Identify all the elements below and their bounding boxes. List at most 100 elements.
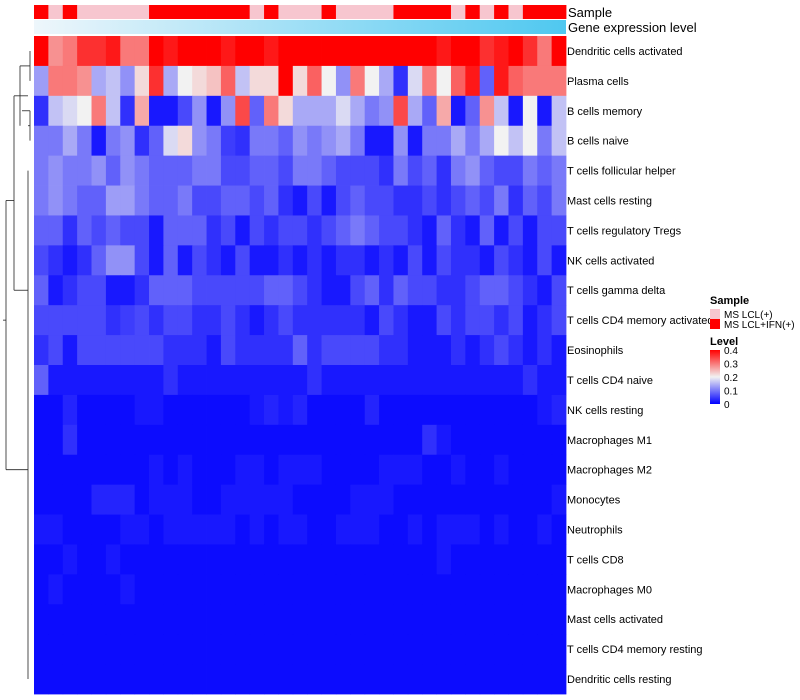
heatmap-cell bbox=[479, 574, 495, 605]
heatmap-cell bbox=[350, 604, 366, 635]
heatmap-cell bbox=[522, 454, 538, 486]
heatmap-cell bbox=[149, 484, 164, 515]
heatmap-cell bbox=[177, 664, 193, 695]
heatmap-cell bbox=[91, 155, 107, 186]
heatmap-cell bbox=[407, 454, 423, 486]
heatmap-cell bbox=[163, 544, 179, 575]
heatmap-cell bbox=[105, 514, 121, 545]
heatmap-cell bbox=[379, 365, 394, 396]
heatmap-cell bbox=[192, 424, 207, 456]
heatmap-cell bbox=[522, 574, 538, 605]
heatmap-cell bbox=[479, 335, 495, 366]
heatmap-cell bbox=[91, 275, 107, 306]
heatmap-cell bbox=[149, 185, 164, 216]
heatmap-cell bbox=[177, 335, 193, 366]
heatmap-cell bbox=[465, 634, 481, 665]
heatmap-cell bbox=[407, 484, 423, 515]
heatmap-cell bbox=[321, 394, 337, 426]
heatmap-cell bbox=[192, 125, 207, 157]
heatmap-cell bbox=[220, 125, 236, 157]
heatmap-cell bbox=[393, 484, 409, 515]
sample-annotation-cell bbox=[422, 5, 437, 19]
row-label: T cells follicular helper bbox=[567, 166, 676, 178]
heatmap-cell bbox=[422, 185, 437, 216]
heatmap-cell bbox=[91, 574, 107, 605]
heatmap-cell bbox=[163, 305, 179, 336]
heatmap-cell bbox=[163, 155, 179, 186]
heatmap-cell bbox=[465, 155, 481, 186]
heatmap-cell bbox=[220, 215, 236, 246]
heatmap-cell bbox=[264, 215, 279, 246]
heatmap-cell bbox=[379, 36, 394, 67]
heatmap-cell bbox=[450, 484, 466, 515]
heatmap-cell bbox=[34, 305, 49, 336]
heatmap-cell bbox=[379, 394, 394, 426]
heatmap-cell bbox=[465, 394, 481, 426]
heatmap-cell bbox=[48, 454, 64, 486]
level-legend-tick: 0.4 bbox=[724, 346, 738, 357]
heatmap-cell bbox=[307, 484, 322, 515]
heatmap-cell bbox=[450, 245, 466, 276]
heatmap-cell bbox=[494, 574, 509, 605]
heatmap-cell bbox=[450, 215, 466, 246]
heatmap-cell bbox=[278, 155, 294, 186]
heatmap-cell bbox=[436, 245, 452, 276]
heatmap-cell bbox=[192, 664, 207, 695]
heatmap-cell bbox=[522, 185, 538, 216]
heatmap-cell bbox=[407, 305, 423, 336]
heatmap-cell bbox=[48, 424, 64, 456]
heatmap-cell bbox=[292, 574, 308, 605]
heatmap-cell bbox=[292, 125, 308, 157]
heatmap-cell bbox=[407, 125, 423, 157]
heatmap-cell bbox=[177, 155, 193, 186]
heatmap-cell bbox=[307, 125, 322, 157]
heatmap-cell bbox=[436, 634, 452, 665]
heatmap-cell bbox=[364, 155, 380, 186]
heatmap-cell bbox=[508, 574, 524, 605]
heatmap-cell bbox=[192, 305, 207, 336]
heatmap-cell bbox=[522, 65, 538, 97]
heatmap-cell bbox=[307, 95, 322, 127]
heatmap-cell bbox=[364, 365, 380, 396]
heatmap-cell bbox=[321, 634, 337, 665]
heatmap-cell bbox=[494, 125, 509, 157]
heatmap-cell bbox=[149, 125, 164, 157]
heatmap-cell bbox=[537, 574, 553, 605]
heatmap-cell bbox=[407, 335, 423, 366]
heatmap-cell bbox=[62, 245, 78, 276]
heatmap-cell bbox=[134, 275, 150, 306]
heatmap-cell bbox=[91, 424, 107, 456]
heatmap-cell bbox=[149, 215, 164, 246]
heatmap-cell bbox=[494, 95, 509, 127]
heatmap-cell bbox=[278, 335, 294, 366]
heatmap-cell bbox=[465, 95, 481, 127]
sample-annotation-cell bbox=[235, 5, 251, 19]
heatmap-cell bbox=[537, 65, 553, 97]
heatmap-cell bbox=[307, 574, 322, 605]
heatmap-cell bbox=[307, 305, 322, 336]
heatmap-cell bbox=[220, 604, 236, 635]
heatmap-cell bbox=[350, 125, 366, 157]
heatmap-cell bbox=[206, 95, 222, 127]
heatmap-cell bbox=[192, 335, 207, 366]
heatmap-cell bbox=[292, 664, 308, 695]
heatmap-cell bbox=[235, 65, 251, 97]
heatmap-cell bbox=[235, 484, 251, 515]
heatmap-cell bbox=[177, 544, 193, 575]
heatmap-cell bbox=[206, 514, 222, 545]
heatmap-cell bbox=[192, 245, 207, 276]
sample-annotation-cell bbox=[34, 5, 49, 19]
heatmap-cell bbox=[62, 634, 78, 665]
heatmap-cell bbox=[537, 335, 553, 366]
heatmap-cell bbox=[479, 36, 495, 67]
heatmap-cell bbox=[307, 634, 322, 665]
heatmap-cell bbox=[235, 125, 251, 157]
heatmap-cell bbox=[537, 305, 553, 336]
heatmap-cell bbox=[364, 275, 380, 306]
heatmap-cell bbox=[522, 365, 538, 396]
heatmap-cell bbox=[120, 544, 136, 575]
heatmap-cell bbox=[192, 36, 207, 67]
heatmap-cell bbox=[494, 604, 509, 635]
heatmap-cell bbox=[278, 544, 294, 575]
heatmap-cell bbox=[364, 484, 380, 515]
